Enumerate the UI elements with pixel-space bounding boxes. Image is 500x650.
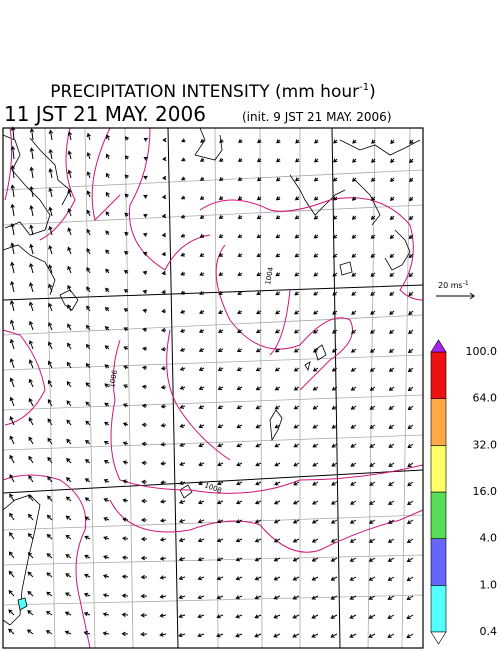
- colorbar-label: 0.4: [480, 625, 498, 638]
- colorbar-segment: [430, 538, 447, 586]
- colorbar-label: 1.0: [480, 578, 498, 591]
- wind-scale-label: 20 ms-1: [438, 280, 469, 290]
- map-bg: [3, 128, 423, 648]
- map-panel: 1004 1006 1008: [2, 126, 424, 649]
- isobars: [2, 127, 424, 649]
- colorbar: 0.4 1.0 4.0 16.0 32.0 64.0 100.0: [430, 339, 498, 645]
- colorbar-segment: [430, 398, 447, 446]
- wind-scale-arrow: [436, 292, 475, 300]
- contour-label: 1006: [108, 369, 119, 388]
- colorbar-over: [430, 339, 447, 353]
- colorbar-label: 100.0: [466, 345, 498, 358]
- colorbar-under: [430, 631, 447, 645]
- colorbar-label: 4.0: [480, 532, 498, 545]
- wind-arrows: [8, 126, 414, 638]
- coastlines: [2, 127, 421, 626]
- title: PRECIPITATION INTENSITY (mm hour-1): [50, 82, 376, 102]
- wind-scale: 20 ms-1: [436, 280, 475, 300]
- colorbar-segment: [430, 351, 447, 399]
- colorbar-label: 16.0: [473, 485, 498, 498]
- colorbar-segment: [430, 491, 447, 539]
- valid-time: 11 JST 21 MAY. 2006: [4, 102, 206, 126]
- colorbar-label: 64.0: [473, 392, 498, 405]
- map-frame: [2, 127, 424, 649]
- init-time: (init. 9 JST 21 MAY. 2006): [242, 110, 392, 124]
- contour-label: 1004: [264, 266, 275, 285]
- colorbar-segment: [430, 445, 447, 493]
- colorbar-label: 32.0: [473, 438, 498, 451]
- colorbar-segment: [430, 585, 447, 633]
- major-graticule: [2, 127, 424, 649]
